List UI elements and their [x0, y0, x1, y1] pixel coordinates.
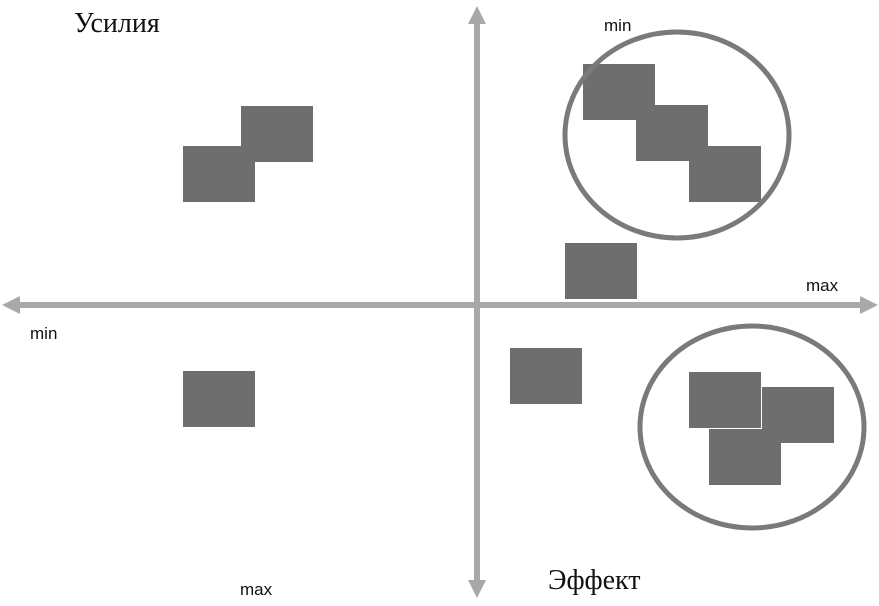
efforts-axis-title: Усилия	[74, 8, 160, 39]
horizontal-axis-left-min-label: min	[30, 324, 58, 343]
vertical-axis-bottom-arrow	[468, 580, 486, 598]
vertical-axis-top-min-label: min	[604, 16, 632, 35]
highlight-circle-top-right	[562, 29, 792, 241]
horizontal-axis-left-arrow	[2, 296, 20, 314]
task-block-6	[565, 243, 637, 299]
effect-axis-title: Эффект	[548, 565, 641, 596]
task-block-8	[510, 348, 582, 404]
vertical-axis-bottom-max-label: max	[240, 580, 273, 599]
task-block-11	[709, 429, 781, 485]
highlight-circle-bottom-right	[637, 323, 867, 531]
task-block-2	[183, 146, 255, 202]
task-block-5	[689, 146, 761, 202]
horizontal-axis-right-max-label: max	[806, 276, 839, 295]
horizontal-axis-right-arrow	[860, 296, 878, 314]
task-block-10	[689, 372, 761, 428]
vertical-axis-top-arrow	[468, 6, 486, 24]
task-block-7	[183, 371, 255, 427]
